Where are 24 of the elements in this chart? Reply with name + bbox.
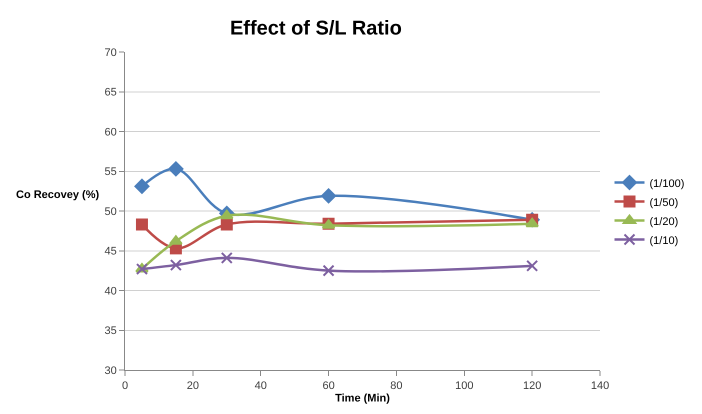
x-tick-label: 80 <box>390 380 403 392</box>
y-tick-label: 70 <box>104 46 117 59</box>
y-tick-label: 45 <box>104 246 117 258</box>
y-axis-title: Co Recovey (%) <box>16 189 100 201</box>
y-tick-label: 35 <box>104 325 117 338</box>
legend-label: (1/100) <box>650 178 684 190</box>
y-tick-label: 30 <box>104 364 117 377</box>
x-tick-label: 140 <box>590 380 610 392</box>
y-tick-label: 50 <box>104 206 117 218</box>
x-tick-label: 0 <box>122 380 128 392</box>
x-axis-title: Time (Min) <box>335 392 390 404</box>
x-tick-label: 40 <box>254 380 267 392</box>
x-tick-label: 20 <box>186 380 199 392</box>
chart-title: Effect of S/L Ratio <box>230 18 402 40</box>
y-tick-label: 60 <box>104 126 117 138</box>
y-tick-label: 55 <box>104 166 117 178</box>
x-tick-label: 100 <box>455 380 474 392</box>
y-tick-label: 65 <box>104 86 117 99</box>
y-tick-label: 40 <box>104 285 117 298</box>
legend-label: (1/50) <box>650 196 678 209</box>
x-tick-label: 120 <box>522 380 542 392</box>
legend-label: (1/20) <box>650 216 678 228</box>
x-tick-label: 60 <box>322 380 335 392</box>
legend-label: (1/10) <box>650 234 678 247</box>
